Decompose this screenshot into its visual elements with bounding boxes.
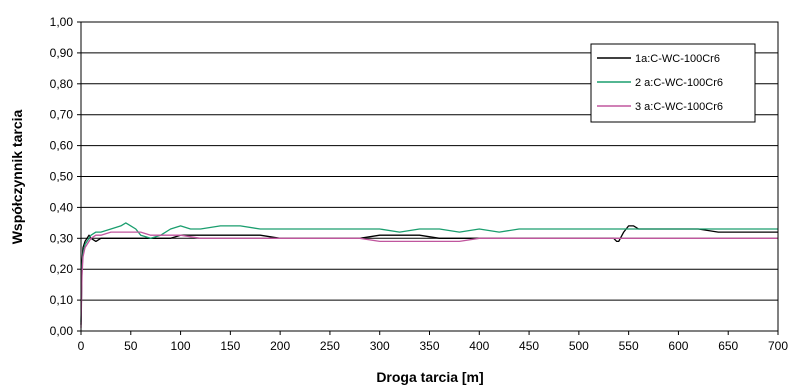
x-tick-label: 600 <box>668 339 688 353</box>
y-tick-label: 1,00 <box>50 15 74 29</box>
legend-label: 2 a:C-WC-100Cr6 <box>635 77 723 89</box>
y-tick-label: 0,50 <box>50 170 74 184</box>
x-tick-labels: 0 50 100 150 200 250 300 350 400 450 500 550 600 650 7… <box>78 331 788 353</box>
legend-label: 1a:C-WC-100Cr6 <box>635 53 720 65</box>
x-tick-label: 700 <box>768 339 788 353</box>
y-tick-label: 0,70 <box>50 108 74 122</box>
series-line-2 <box>80 222 778 322</box>
legend-box <box>590 43 756 123</box>
y-tick-label: 0,60 <box>50 139 74 153</box>
x-tick-label: 50 <box>124 339 138 353</box>
series-lines <box>80 222 778 328</box>
x-tick-label: 500 <box>569 339 589 353</box>
x-tick-label: 550 <box>619 339 639 353</box>
x-tick-label: 200 <box>270 339 290 353</box>
x-tick-label: 100 <box>171 339 191 353</box>
x-tick-label: 150 <box>220 339 240 353</box>
y-tick-labels: 0,00 0,10 0,20 0,30 0,40 0,50 0,60 0,70 0,80 0,90… <box>50 15 81 338</box>
y-tick-label: 0,40 <box>50 200 74 214</box>
legend-label: 3 a:C-WC-100Cr6 <box>635 101 723 113</box>
x-axis-title: Droga tarcia [m] <box>376 369 483 385</box>
y-tick-label: 0,90 <box>50 46 74 60</box>
y-tick-label: 0,30 <box>50 231 74 245</box>
x-tick-label: 650 <box>718 339 738 353</box>
x-tick-label: 350 <box>419 339 439 353</box>
x-tick-label: 400 <box>469 339 489 353</box>
x-tick-label: 300 <box>370 339 390 353</box>
series-line-3 <box>80 231 778 328</box>
x-tick-label: 0 <box>78 339 85 353</box>
y-axis-title: Współczynnik tarcia <box>9 109 25 244</box>
y-tick-label: 0,00 <box>50 324 74 338</box>
x-tick-label: 450 <box>519 339 539 353</box>
series-line-1 <box>80 225 778 325</box>
x-tick-label: 250 <box>320 339 340 353</box>
y-tick-label: 0,80 <box>50 77 74 91</box>
legend: 1a:C-WC-100Cr6 2 a:C-WC-100Cr6 3 a:C-WC-10… <box>590 43 756 123</box>
y-tick-label: 0,20 <box>50 262 74 276</box>
y-tick-label: 0,10 <box>50 293 74 307</box>
